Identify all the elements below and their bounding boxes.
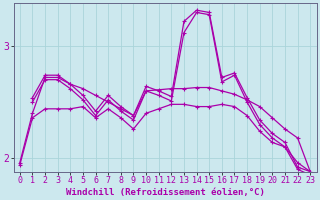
X-axis label: Windchill (Refroidissement éolien,°C): Windchill (Refroidissement éolien,°C) <box>66 188 264 197</box>
